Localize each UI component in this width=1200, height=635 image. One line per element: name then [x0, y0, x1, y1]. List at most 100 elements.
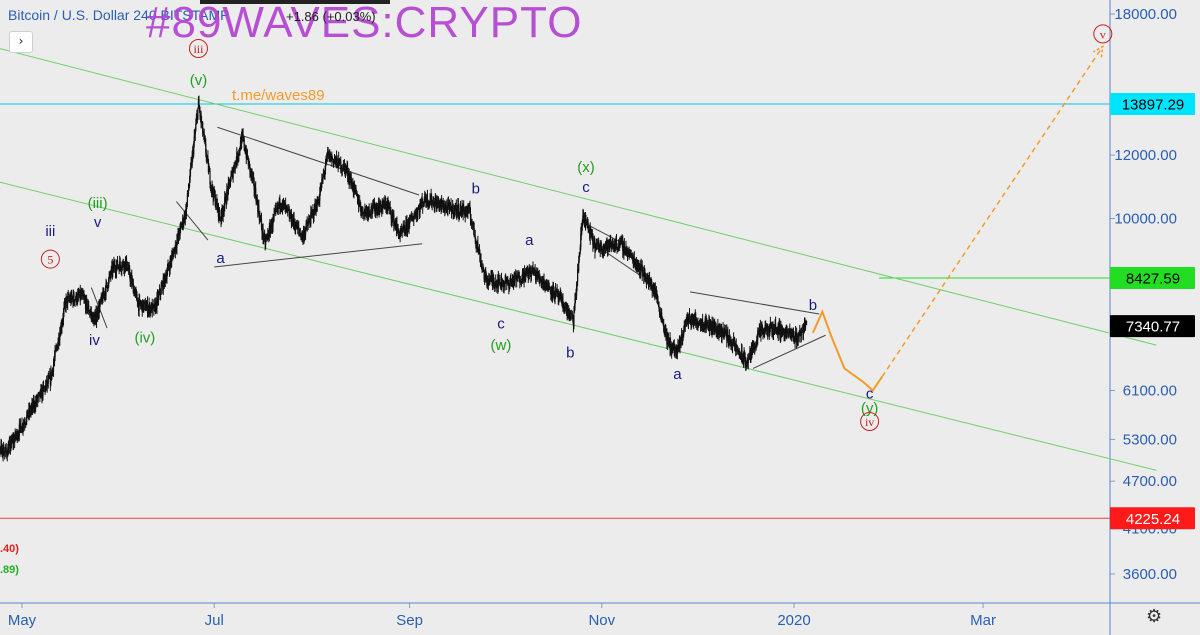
candle-body [745, 360, 747, 365]
candle-body [651, 281, 653, 290]
candle-body [95, 317, 98, 323]
candle-body [764, 325, 766, 335]
candle-body [71, 293, 73, 298]
candle-body [628, 250, 630, 258]
candle-body [449, 202, 451, 209]
candle-body [316, 199, 318, 211]
collapse-legend-button[interactable]: › [9, 31, 33, 53]
candle-body [353, 183, 355, 192]
candle-body [131, 276, 133, 285]
candle-body [478, 248, 481, 253]
wave-label: (x) [577, 159, 595, 176]
candle-body [204, 137, 206, 141]
candle-body [128, 266, 130, 270]
candle-body [397, 226, 399, 232]
candle-body [441, 200, 443, 207]
candle-body [687, 321, 690, 323]
candle-body [306, 222, 308, 226]
candle-body [266, 236, 268, 238]
candle-body [83, 297, 86, 300]
candle-body [686, 314, 688, 317]
candle-body [74, 299, 77, 300]
candle-body [218, 209, 221, 216]
wave-label-text: (y) [861, 400, 879, 417]
candle-body [498, 278, 500, 283]
candle-body [338, 158, 340, 169]
candle-body [81, 292, 83, 296]
candle-body [374, 211, 377, 214]
candle-body [99, 304, 101, 312]
candle-body [37, 398, 39, 401]
candle-body [614, 243, 617, 251]
candle-body [667, 334, 669, 338]
candle-body [120, 265, 122, 270]
candle-body [189, 166, 192, 171]
candle-body [73, 293, 75, 301]
candle-body [409, 216, 411, 219]
candle-body [534, 267, 536, 273]
candle-body [62, 311, 65, 320]
candle-body [219, 219, 222, 221]
candle-body [733, 339, 735, 343]
candle-body [352, 182, 354, 191]
candle-body [374, 202, 376, 214]
candle-body [82, 295, 85, 297]
candle-body [129, 268, 131, 277]
candle-body [573, 312, 575, 327]
candle-body [27, 415, 29, 418]
candle-body [453, 214, 455, 216]
candle-body [423, 203, 425, 205]
candle-body [4, 450, 6, 452]
candle-body [718, 329, 721, 335]
price-badge: 7340.77 [1110, 315, 1195, 338]
candle-body [476, 245, 478, 247]
candle-body [163, 274, 165, 288]
candle-body [94, 315, 96, 320]
candle-body [209, 170, 211, 185]
candle-body [723, 330, 725, 336]
candle-body [384, 201, 387, 204]
candle-body [548, 283, 550, 289]
x-tick-label: Mar [970, 612, 996, 629]
candle-body [703, 325, 705, 328]
candle-body [464, 211, 466, 216]
wave-label: c [582, 179, 590, 196]
candle-body [592, 233, 594, 246]
candle-body [616, 243, 618, 249]
candle-body [531, 266, 534, 268]
candle-body [160, 286, 162, 295]
candle-body [479, 252, 481, 262]
candle-body [497, 275, 499, 288]
candle-body [87, 308, 89, 311]
candle-body [297, 224, 299, 228]
candle-body [244, 149, 246, 154]
trend-line [604, 250, 640, 276]
candle-body [133, 289, 135, 296]
candle-body [273, 214, 275, 218]
candle-body [287, 207, 289, 210]
candle-body [116, 260, 119, 268]
candle-body [169, 259, 171, 271]
candle-body [763, 334, 766, 335]
candle-body [580, 233, 582, 248]
candle-body [747, 358, 749, 363]
candle-body [779, 324, 781, 336]
candle-body [9, 440, 12, 449]
candle-body [171, 253, 173, 256]
candle-body [140, 304, 142, 306]
candle-body [25, 421, 27, 424]
gear-icon[interactable]: ⚙ [1146, 606, 1163, 627]
candle-body [422, 203, 424, 207]
telegram-link[interactable]: t.me/waves89 [232, 87, 325, 104]
candle-body [763, 331, 765, 335]
candle-body [448, 203, 450, 206]
candle-body [717, 324, 719, 335]
candle-body [171, 255, 173, 262]
candle-body [108, 276, 110, 279]
candle-body [178, 231, 180, 235]
candle-body [380, 200, 382, 207]
candle-body [549, 289, 551, 292]
candle-body [632, 256, 634, 262]
candle-body [193, 143, 195, 155]
